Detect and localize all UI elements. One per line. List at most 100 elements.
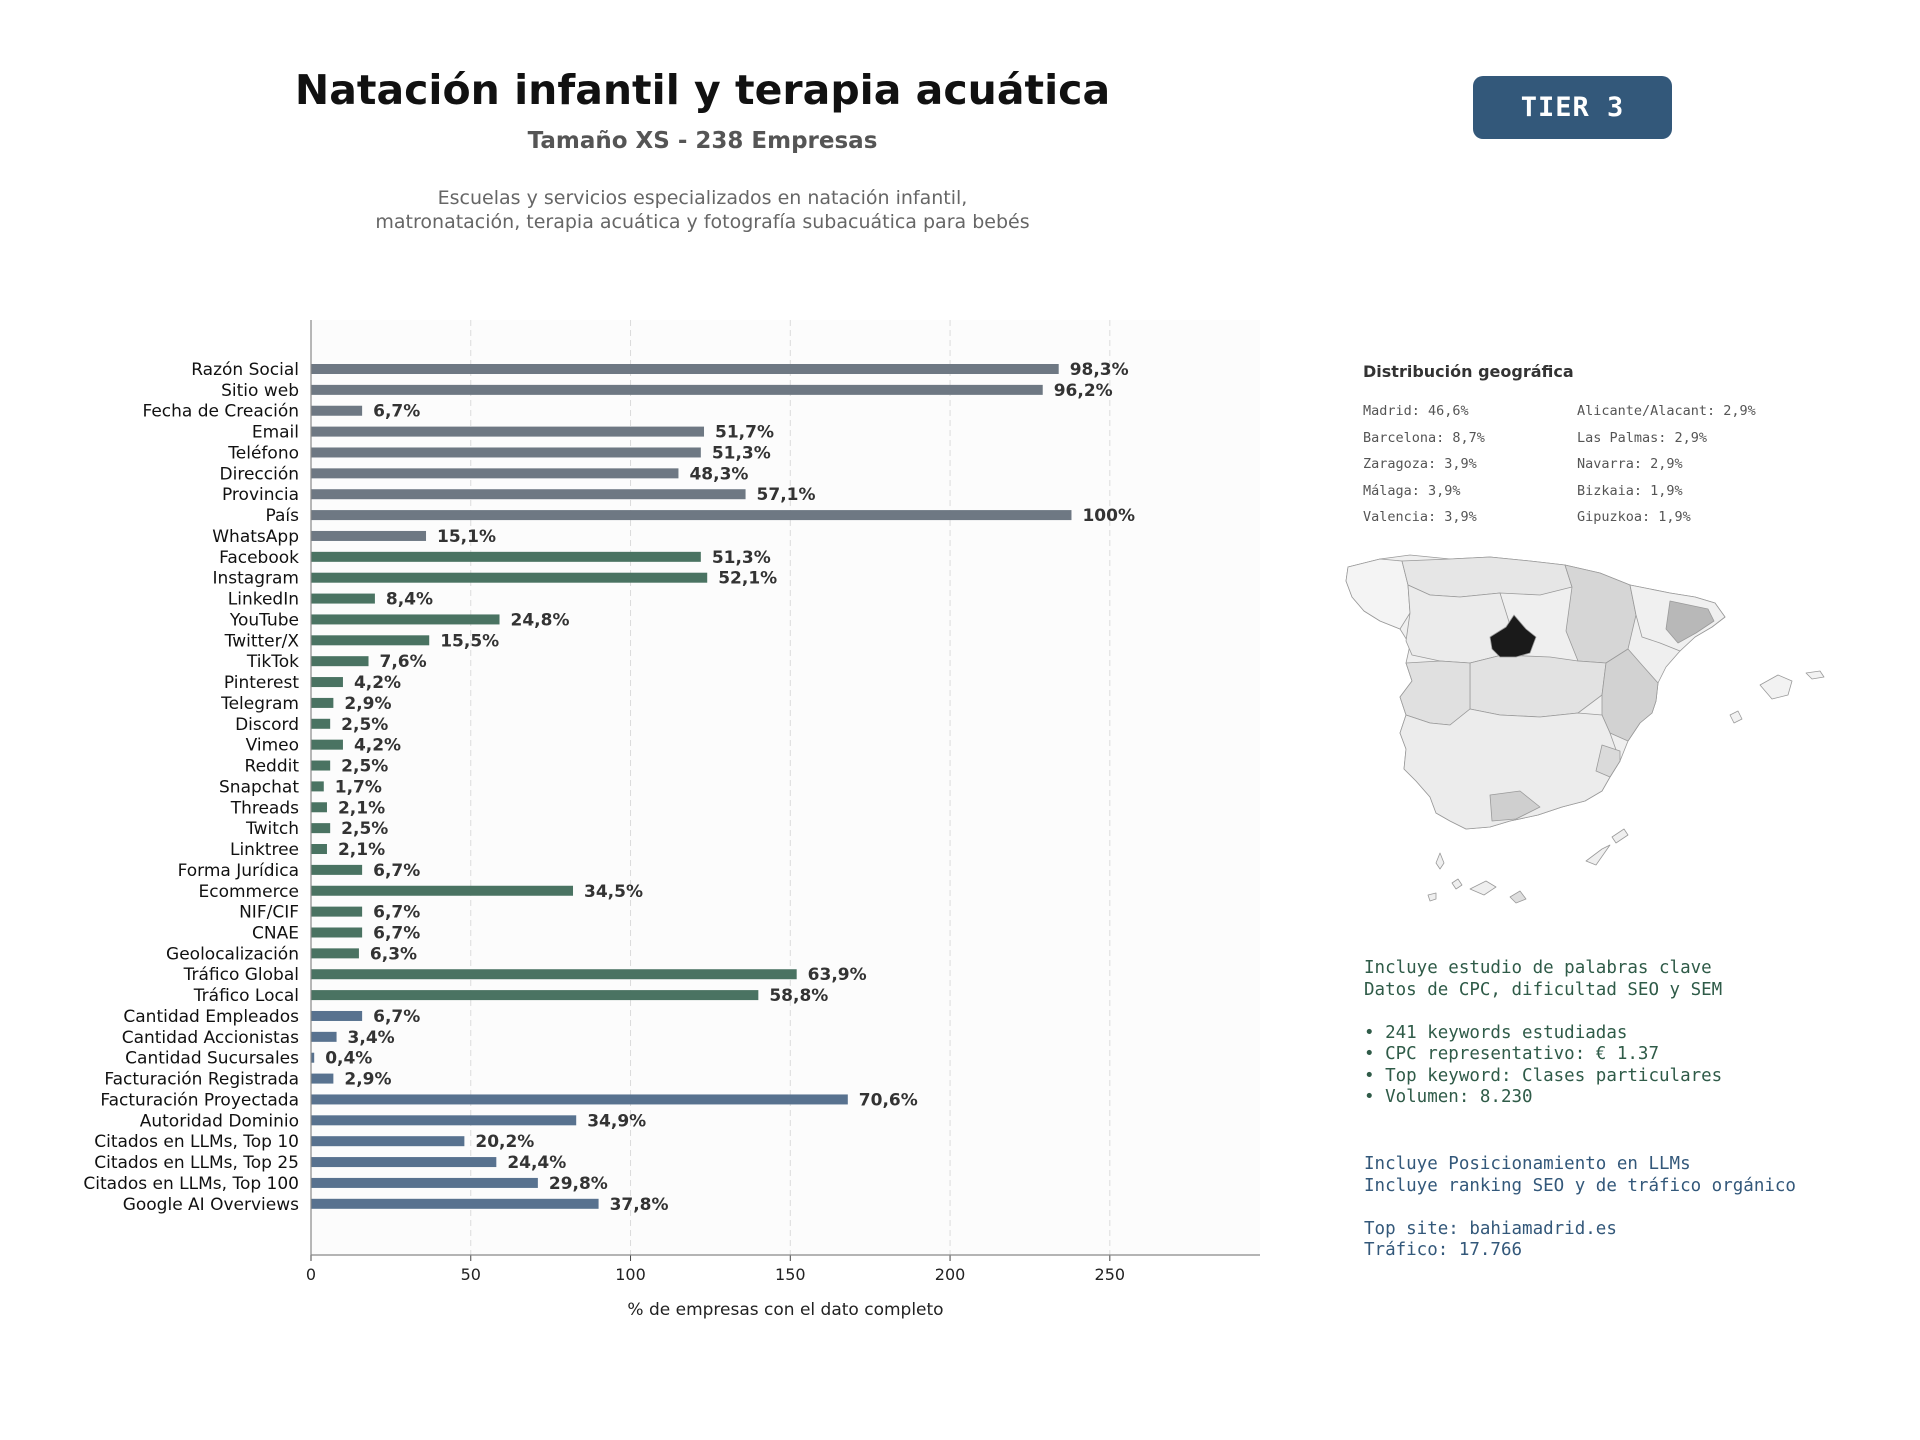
geo-item: Gipuzkoa: 1,9%: [1577, 509, 1691, 525]
bar-value-label: 29,8%: [549, 1174, 608, 1194]
bar-value-label: 98,3%: [1070, 360, 1129, 380]
x-tick-label: 50: [461, 1265, 481, 1284]
y-tick-label: Sitio web: [221, 381, 299, 401]
keywords-line-1: Incluye estudio de palabras clave: [1364, 958, 1712, 978]
y-tick-label: Twitch: [245, 819, 299, 839]
bar: [311, 906, 363, 917]
bar-value-label: 51,3%: [712, 443, 771, 463]
bar: [311, 656, 369, 667]
y-tick-label: Citados en LLMs, Top 25: [94, 1153, 299, 1173]
geo-item: Alicante/Alacant: 2,9%: [1577, 403, 1756, 419]
bar: [311, 405, 363, 416]
bar-value-label: 58,8%: [769, 986, 828, 1006]
keywords-bullet: • CPC representativo: € 1.37: [1364, 1044, 1660, 1064]
bar: [311, 823, 331, 834]
bar: [311, 572, 708, 583]
bar: [311, 760, 331, 771]
bar-value-label: 2,5%: [341, 757, 388, 777]
bar-value-label: 2,9%: [344, 694, 391, 714]
bar: [311, 1136, 465, 1147]
bar: [311, 1177, 538, 1188]
geo-list-right: Alicante/Alacant: 2,9% Las Palmas: 2,9% …: [1577, 398, 1756, 531]
chart-bars: 98,3%96,2%6,7%51,7%51,3%48,3%57,1%100%15…: [311, 360, 1135, 1215]
bar: [311, 1198, 599, 1209]
bar-value-label: 2,1%: [338, 798, 385, 818]
bar: [311, 844, 327, 855]
region-murcia: [1595, 744, 1621, 778]
y-tick-label: Snapchat: [219, 777, 299, 797]
region-north: [1401, 556, 1573, 598]
bar: [311, 990, 759, 1001]
bar: [311, 697, 334, 708]
bar-value-label: 1,7%: [335, 777, 382, 797]
bar: [311, 1073, 334, 1084]
description: Escuelas y servicios especializados en n…: [195, 186, 1210, 234]
bar: [311, 551, 701, 562]
bar: [311, 802, 327, 813]
region-barcelona: [1665, 600, 1715, 644]
y-tick-label: Pinterest: [224, 673, 299, 693]
bar-value-label: 4,2%: [354, 673, 401, 693]
bar-value-label: 57,1%: [757, 485, 816, 505]
bar: [311, 677, 343, 688]
bar-value-label: 15,5%: [440, 631, 499, 651]
y-tick-label: Ecommerce: [199, 882, 300, 902]
y-tick-label: Instagram: [213, 569, 300, 589]
y-tick-label: Google AI Overviews: [123, 1195, 299, 1215]
bar: [311, 1115, 577, 1126]
y-tick-label: Geolocalización: [166, 944, 299, 964]
bar-value-label: 15,1%: [437, 527, 496, 547]
y-tick-label: Discord: [235, 715, 299, 735]
canary-fuerteventura: [1585, 844, 1611, 866]
bar-value-label: 51,3%: [712, 548, 771, 568]
bar-value-label: 34,5%: [584, 882, 643, 902]
y-tick-label: Facturación Registrada: [104, 1070, 299, 1090]
bar-value-label: 70,6%: [859, 1090, 918, 1110]
bar: [311, 1052, 315, 1063]
bar-chart: 98,3%96,2%6,7%51,7%51,3%48,3%57,1%100%15…: [83, 320, 1260, 1320]
llm-traffic: Tráfico: 17.766: [1364, 1240, 1523, 1260]
region-madrid: [1489, 614, 1537, 658]
keywords-line-2: Datos de CPC, dificultad SEO y SEM: [1364, 979, 1723, 1000]
y-tick-label: Telegram: [220, 694, 299, 714]
geo-item: Málaga: 3,9%: [1363, 482, 1461, 499]
bar: [311, 364, 1059, 374]
region-galicia: [1345, 558, 1411, 630]
canary-gran-canaria: [1509, 890, 1527, 904]
bar: [311, 885, 574, 896]
canary-la-gomera: [1451, 878, 1463, 890]
y-tick-label: Email: [252, 423, 299, 443]
geo-list-left: Madrid: 46,6% Barcelona: 8,7% Zaragoza: …: [1363, 398, 1485, 531]
canary-la-palma: [1435, 852, 1445, 870]
x-tick-label: 100: [615, 1265, 646, 1284]
bar-value-label: 37,8%: [610, 1195, 669, 1215]
spacer: [1364, 1197, 1796, 1219]
bar-value-label: 6,7%: [373, 923, 420, 943]
bar: [311, 739, 343, 750]
bar: [311, 635, 430, 646]
page-subtitle: Tamaño XS - 238 Empresas: [527, 128, 878, 154]
page-title: Natación infantil y terapia acuática: [294, 66, 1111, 114]
bar: [311, 614, 500, 625]
geo-item: Las Palmas: 2,9%: [1577, 429, 1708, 446]
y-tick-label: Cantidad Empleados: [123, 1007, 299, 1027]
bar-value-label: 6,7%: [373, 903, 420, 923]
bar-value-label: 7,6%: [380, 652, 427, 672]
geo-item: Bizkaia: 1,9%: [1577, 482, 1683, 499]
bar-value-label: 6,7%: [373, 861, 420, 881]
spain-map: [1345, 554, 1825, 904]
y-tick-label: Threads: [230, 798, 299, 818]
bar-value-label: 100%: [1082, 506, 1135, 526]
keywords-bullet: • Volumen: 8.230: [1364, 1087, 1533, 1107]
x-tick-label: 200: [935, 1265, 966, 1284]
description-line-2: matronatación, terapia acuática y fotogr…: [375, 211, 1030, 233]
y-tick-label: Cantidad Sucursales: [125, 1049, 299, 1069]
bar-value-label: 6,3%: [370, 944, 417, 964]
balearic-mallorca: [1759, 674, 1793, 700]
region-aragon: [1564, 564, 1637, 664]
keywords-bullet: • 241 keywords estudiadas: [1364, 1022, 1628, 1043]
y-tick-label: Twitter/X: [224, 631, 300, 651]
canary-el-hierro: [1427, 892, 1437, 902]
y-tick-label: Razón Social: [191, 360, 299, 380]
y-tick-label: Teléfono: [227, 443, 299, 463]
